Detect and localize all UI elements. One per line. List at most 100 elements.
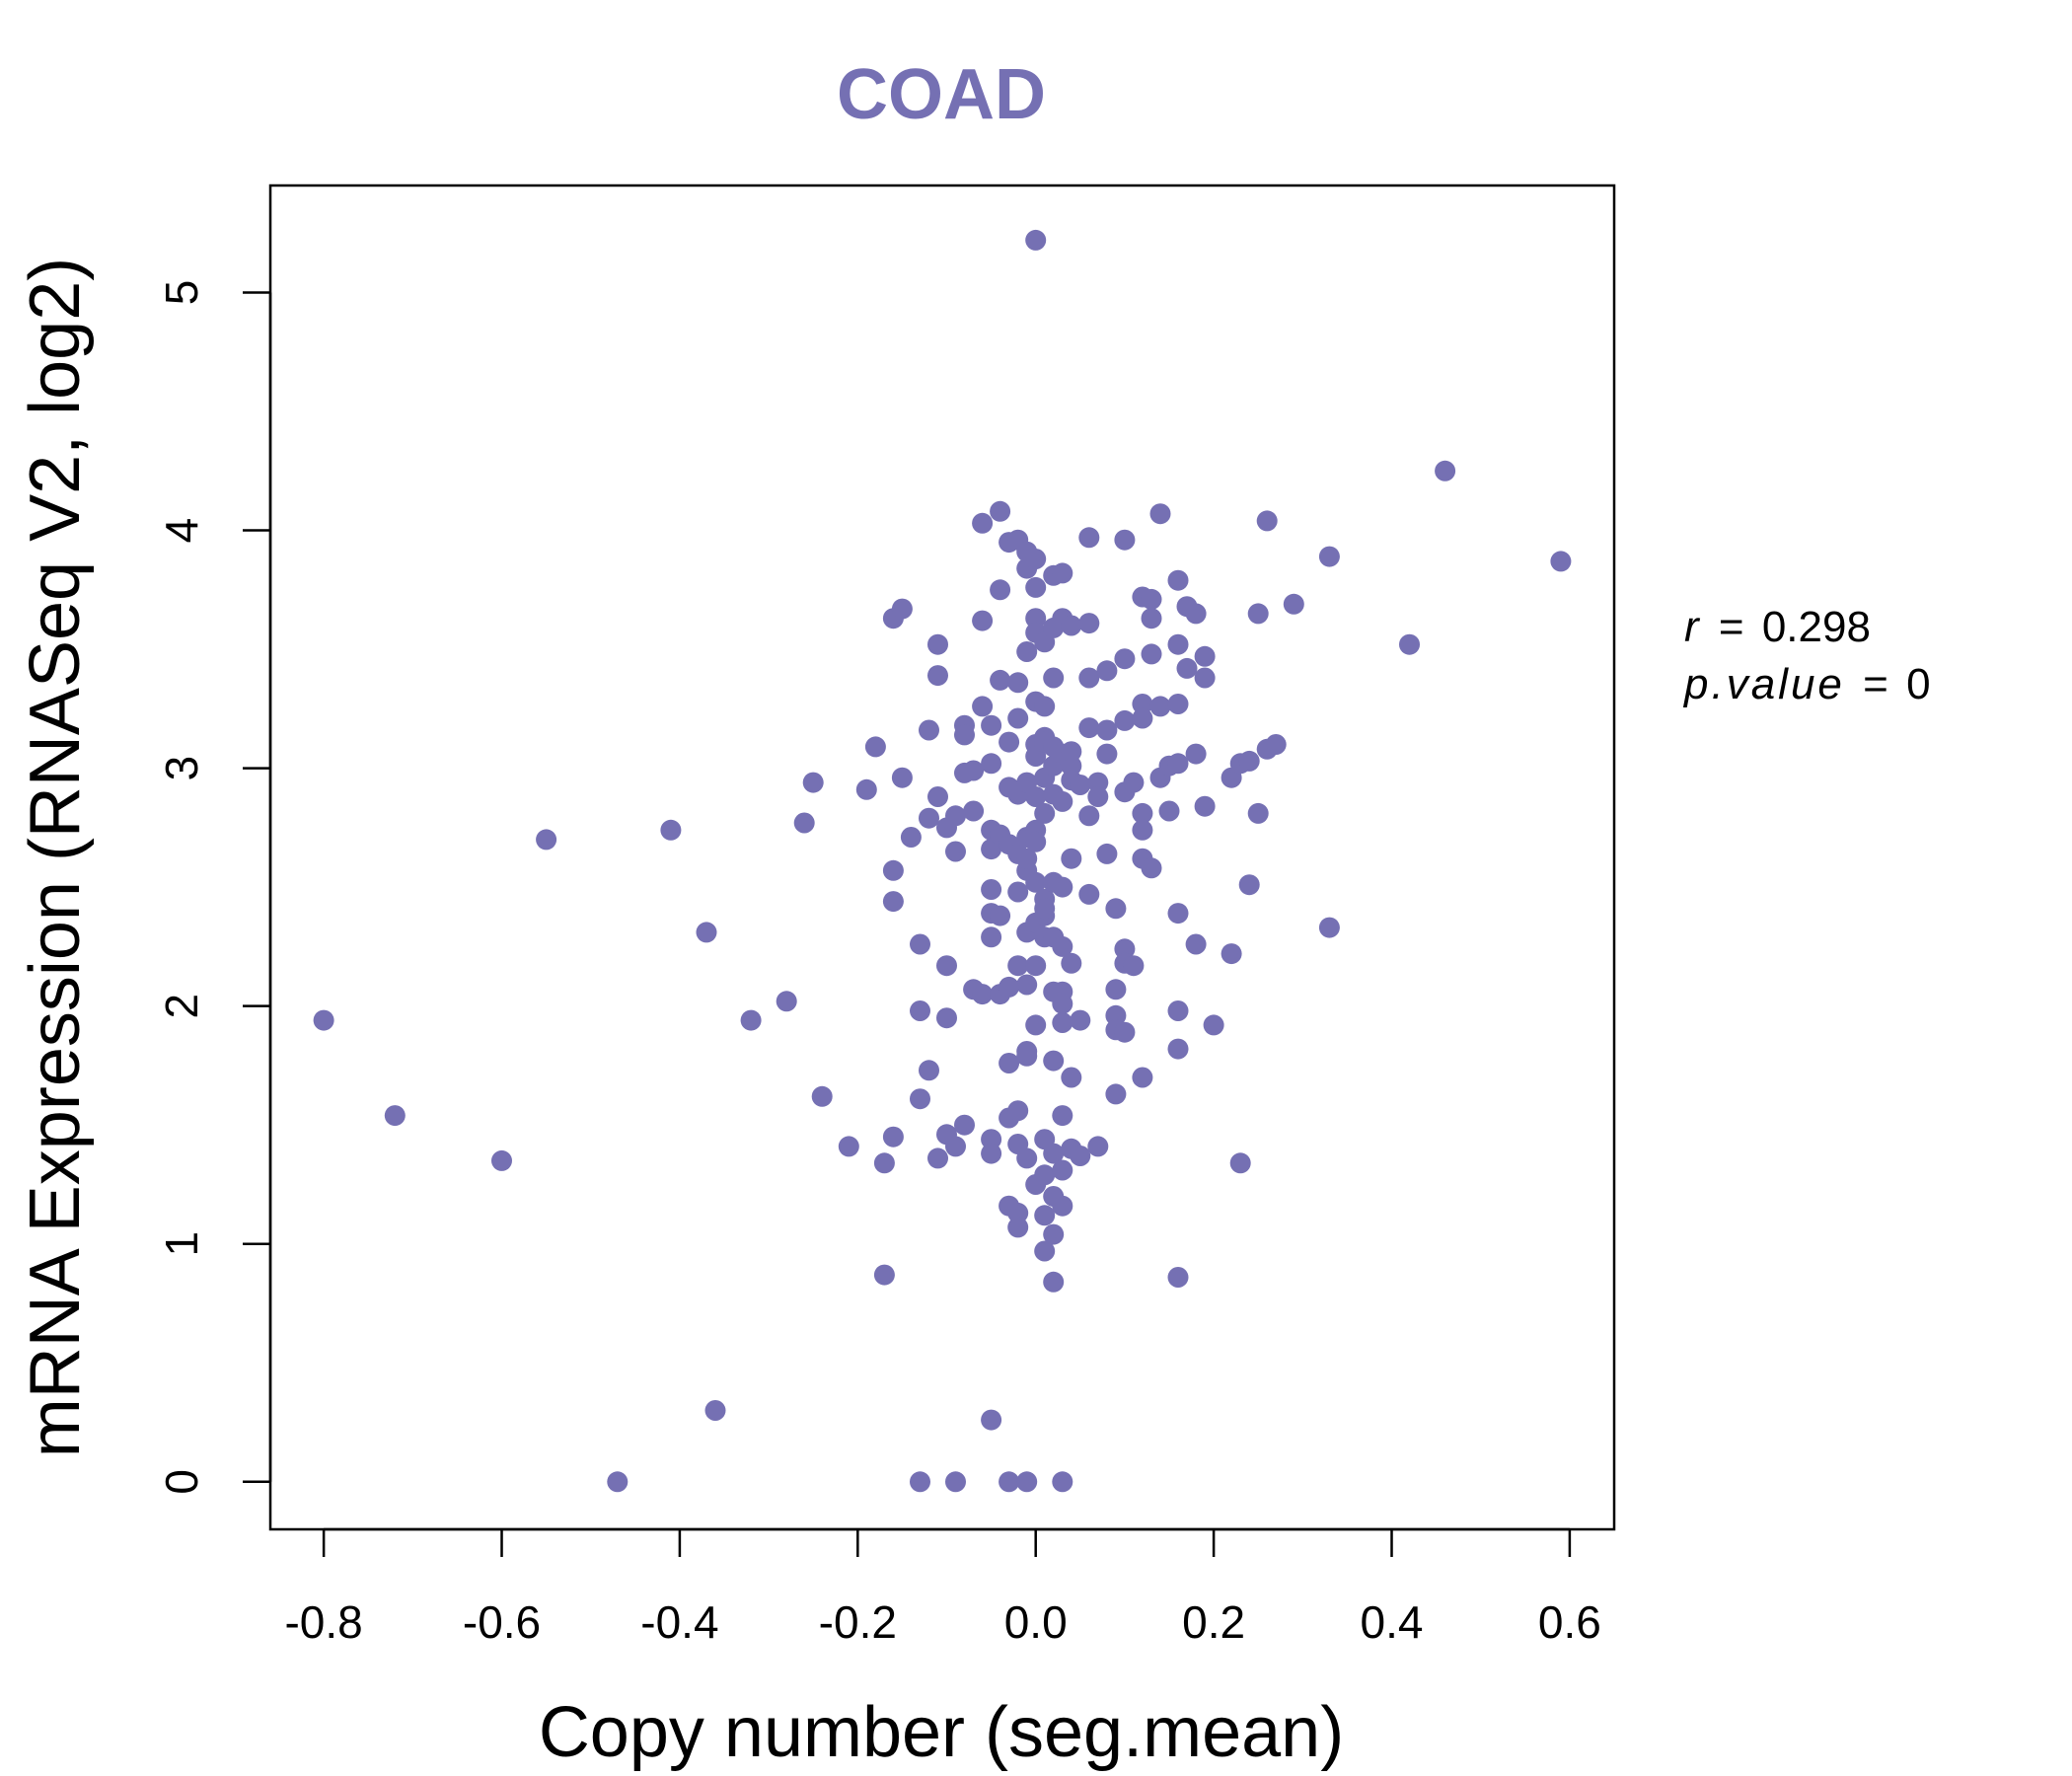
x-tick-label: 0.2 [1182, 1596, 1245, 1648]
p-label: p.value [1682, 660, 1845, 708]
data-point [793, 812, 815, 834]
data-point [1034, 696, 1056, 717]
data-point [1078, 613, 1100, 634]
data-point [1194, 645, 1216, 667]
data-point [1007, 1100, 1029, 1122]
data-point [927, 665, 948, 687]
x-tick-label: -0.2 [819, 1596, 897, 1648]
data-point [1043, 667, 1065, 689]
data-point [660, 819, 682, 841]
data-point [1061, 848, 1082, 869]
data-point [838, 1136, 859, 1157]
data-point [1167, 1000, 1189, 1021]
data-point [1123, 772, 1145, 793]
data-point [536, 829, 557, 851]
data-point [1007, 881, 1029, 903]
data-point [1185, 933, 1207, 955]
data-point [972, 512, 994, 534]
plot-frame [268, 184, 1616, 1531]
data-point [1043, 1050, 1065, 1072]
data-point [919, 1060, 939, 1081]
data-point [1435, 460, 1456, 481]
x-tick-label: 0.6 [1538, 1596, 1601, 1648]
data-point [891, 767, 913, 788]
data-point [1052, 935, 1073, 957]
data-point [1070, 775, 1091, 795]
data-point [1078, 667, 1100, 689]
data-point [927, 1147, 948, 1169]
data-point [1061, 1067, 1082, 1088]
x-tick-label: -0.4 [640, 1596, 718, 1648]
data-point [1132, 1067, 1153, 1088]
data-point [945, 841, 966, 862]
data-point [1149, 503, 1171, 525]
data-point [740, 1009, 762, 1031]
data-point [1096, 660, 1118, 682]
data-point [1123, 955, 1145, 977]
data-point [1078, 805, 1100, 827]
data-point [607, 1471, 629, 1493]
data-point [910, 1471, 930, 1493]
data-point [1167, 1267, 1189, 1288]
data-point [981, 1129, 1002, 1150]
data-point [999, 731, 1020, 753]
data-point [910, 1000, 930, 1021]
data-point [972, 696, 994, 717]
data-point [1238, 750, 1260, 772]
data-point [990, 905, 1011, 926]
data-point [1007, 1202, 1029, 1223]
y-tick-label: 2 [156, 994, 207, 1019]
x-axis: -0.8 -0.6 -0.4 -0.2 0.0 0.2 0.4 0.6 [284, 1527, 1601, 1648]
data-point [1176, 657, 1198, 679]
data-point [1194, 667, 1216, 689]
data-point [1034, 1240, 1056, 1262]
data-point [1034, 898, 1056, 920]
data-point [1052, 876, 1073, 898]
data-point [1229, 1152, 1251, 1174]
data-point [927, 786, 948, 807]
data-point [1105, 1004, 1127, 1026]
data-point [990, 669, 1011, 691]
data-point [1025, 1014, 1047, 1036]
data-point [1256, 510, 1278, 532]
data-point [1167, 753, 1189, 775]
data-point [1132, 707, 1153, 729]
data-point [313, 1009, 334, 1031]
data-point [1167, 569, 1189, 591]
data-point [910, 933, 930, 955]
data-point [1149, 696, 1171, 717]
r-label: r [1684, 603, 1701, 651]
data-point [1052, 1195, 1073, 1217]
data-point [1025, 955, 1047, 977]
data-point [981, 1143, 1002, 1164]
y-tick-label: 3 [156, 756, 207, 781]
data-point [1061, 952, 1082, 974]
y-tick-label: 1 [156, 1231, 207, 1257]
data-point [1007, 955, 1029, 977]
data-point [1132, 819, 1153, 841]
data-point [1025, 229, 1047, 251]
x-tick-label: 0.4 [1361, 1596, 1424, 1648]
data-point [1247, 603, 1269, 625]
data-point [1061, 755, 1082, 777]
data-point [1096, 719, 1118, 741]
data-point [945, 805, 966, 827]
data-point [1203, 1014, 1224, 1036]
data-point [1007, 707, 1029, 729]
data-point [1167, 633, 1189, 655]
data-point [1052, 790, 1073, 812]
data-point [811, 1085, 833, 1107]
data-point [963, 760, 985, 781]
data-point [954, 1114, 975, 1136]
data-point [1185, 603, 1207, 625]
data-point [1025, 549, 1047, 569]
data-point [1078, 717, 1100, 739]
data-point [1070, 1009, 1091, 1031]
x-axis-label: Copy number (seg.mean) [539, 1693, 1344, 1772]
data-point [1016, 1471, 1038, 1493]
data-point [1043, 1223, 1065, 1245]
data-point [1025, 831, 1047, 852]
data-point [927, 633, 948, 655]
data-point [936, 1007, 957, 1029]
